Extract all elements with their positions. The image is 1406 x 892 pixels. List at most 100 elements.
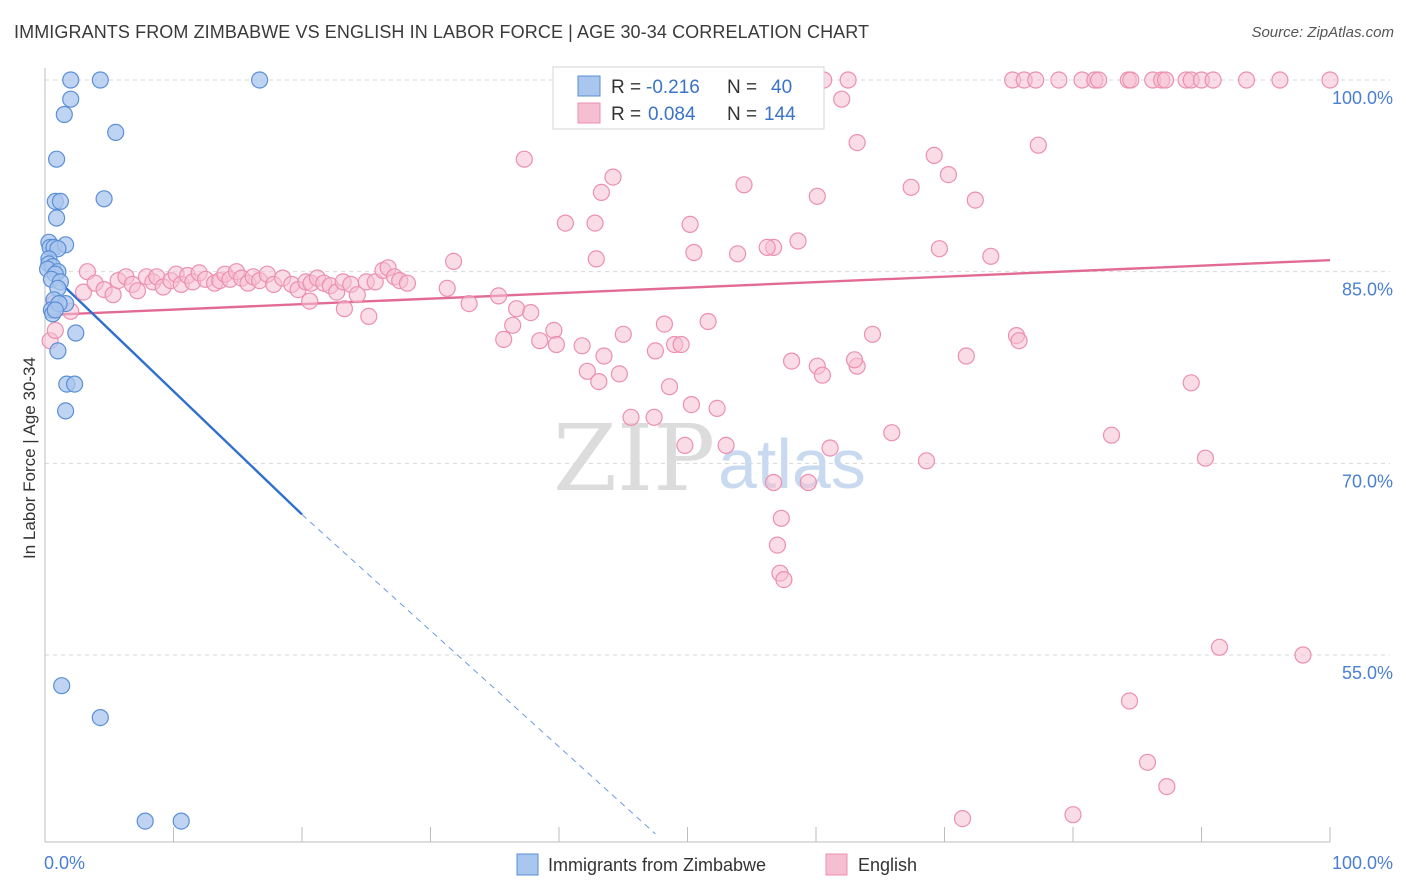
english-point [1010,332,1028,350]
english-point [578,362,596,380]
english-point [1237,71,1256,89]
english-point [660,378,679,396]
correlation-legend: R = -0.216 N = 40 R = 0.084 N = 144 [552,66,825,130]
english-point [515,150,533,168]
zimbabwe-trend-line [46,269,303,516]
watermark: ZIP atlas [553,405,866,512]
english-point [845,351,864,369]
english-point [848,134,866,152]
zimbabwe-point [62,90,80,108]
zimbabwe-point [91,708,109,727]
data-points [38,71,1339,830]
zimbabwe-point [95,190,113,208]
english-point [813,366,832,384]
english-point [833,90,851,108]
english-point [504,316,522,334]
english-point [335,300,353,318]
english-point [953,809,972,828]
english-point [672,335,690,354]
series-legend: Immigrants from Zimbabwe English [516,853,917,876]
zimbabwe-point [67,324,85,342]
zimbabwe-point [49,342,67,360]
english-point [764,473,783,492]
english-point [646,342,665,360]
english-point [573,337,591,355]
english-point [604,168,622,186]
english-point [775,570,793,589]
english-point [772,509,790,527]
bottom-legend-label-zimbabwe: Immigrants from Zimbabwe [548,855,766,875]
english-point [301,292,319,310]
zimbabwe-point [53,677,71,695]
english-point [1158,777,1176,796]
zimbabwe-point [65,375,84,393]
english-point [507,300,526,318]
english-point [360,307,378,325]
english-point [821,439,839,457]
english-point [717,436,735,454]
legend-n-value-english: 144 [764,104,796,125]
zimbabwe-point [55,105,73,124]
english-point [622,408,640,426]
english-point [863,325,882,343]
english-point [655,315,674,333]
english-point [839,71,857,89]
english-point [1050,71,1068,89]
english-point [676,436,694,454]
english-point [1271,71,1289,89]
english-point [902,178,920,196]
zimbabwe-point [107,123,125,141]
english-point [1122,71,1140,89]
english-point [545,321,563,339]
english-point [1156,71,1175,89]
bottom-legend-swatch-zimbabwe [516,853,539,876]
english-point [490,287,508,305]
english-point [74,283,93,301]
zimbabwe-point [91,71,109,89]
english-point [592,183,611,201]
source-label: Source: ZipAtlas.com [1251,24,1394,41]
zimbabwe-point [62,71,80,89]
legend-r-value-english: 0.084 [648,104,696,125]
english-point [495,330,513,348]
english-point [1090,71,1108,89]
english-point [708,399,726,417]
y-axis-label: In Labor Force | Age 30-34 [20,357,39,559]
zimbabwe-point [46,301,64,319]
english-point [789,232,807,250]
english-point [1138,753,1157,771]
english-point [460,295,478,313]
english-point [1210,638,1229,656]
legend-r-label: R = [611,104,641,125]
english-point [128,282,147,300]
y-tick-label: 70.0% [1342,471,1393,491]
english-point [685,243,703,262]
x-tick-labels: 0.0% 100.0% [44,853,1393,873]
english-point [556,214,575,232]
y-tick-labels: 55.0% 70.0% 85.0% 100.0% [1332,88,1393,683]
legend-r-label: R = [611,77,641,98]
zimbabwe-point [56,402,75,420]
axes [44,68,1331,843]
watermark-atlas: atlas [718,425,866,503]
y-tick-label: 100.0% [1332,88,1393,108]
legend-n-value-zimbabwe: 40 [771,77,792,98]
english-point [699,312,717,331]
x-tick-label: 100.0% [1332,853,1393,873]
english-point [1204,71,1222,89]
english-point [531,332,549,350]
english-point [586,214,604,232]
english-point [614,325,632,343]
english-point [782,352,801,370]
english-point [1120,692,1139,710]
english-point [1029,136,1047,154]
english-point [595,347,613,365]
english-point [1064,806,1082,824]
english-point [957,347,975,365]
english-point [590,373,608,391]
zimbabwe-point [51,192,70,210]
english-point [681,215,699,233]
zimbabwe-point [47,150,66,168]
english-point [1196,449,1215,467]
